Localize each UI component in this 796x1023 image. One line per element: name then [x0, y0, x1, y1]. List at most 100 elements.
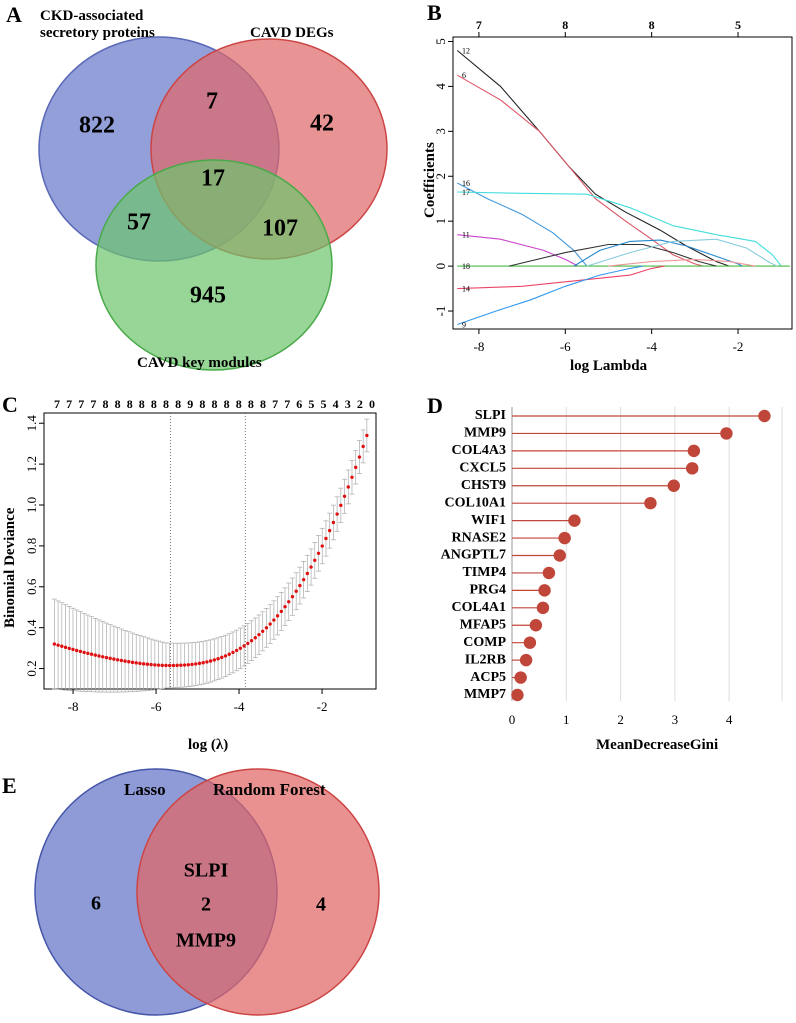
panel-a-label: A	[6, 2, 22, 27]
d-xtick-label: 4	[726, 712, 733, 727]
c-deviance-point	[361, 444, 365, 449]
c-top-label: 8	[163, 397, 169, 411]
panel-e-label: E	[2, 773, 17, 798]
d-gene-label-MMP7: MMP7	[464, 687, 506, 702]
c-top-label: 8	[102, 397, 108, 411]
c-deviance-point	[350, 475, 354, 479]
c-deviance-point	[112, 657, 116, 661]
c-deviance-point	[205, 660, 209, 664]
b-line-label-14: 14	[462, 285, 470, 294]
c-deviance-point	[104, 655, 109, 660]
panel-d-gene-labels: SLPI MMP9 COL4A3 CXCL5 CHST9 COL10A1 WIF1 RNASE…	[441, 408, 507, 702]
c-deviance-point	[268, 622, 272, 626]
venn-a-ckd-modules: 57	[127, 210, 151, 236]
c-deviance-point	[261, 629, 265, 634]
panel-c-vlines	[170, 413, 246, 689]
venn-a-only-ckd: 822	[79, 113, 115, 139]
b-ytick-label: 4	[433, 83, 448, 90]
c-deviance-point	[242, 644, 246, 648]
d-xtick-label: 1	[563, 712, 570, 727]
c-deviance-point	[108, 656, 112, 661]
panel-d-dots	[511, 409, 771, 702]
c-deviance-point	[327, 528, 332, 533]
b-xtick-label: -4	[646, 339, 657, 354]
d-dot-CHST9	[667, 479, 680, 492]
c-deviance-point	[138, 661, 142, 666]
c-deviance-point	[283, 605, 287, 609]
c-top-label: 5	[321, 397, 327, 411]
c-deviance-point	[301, 577, 306, 582]
d-gene-label-RNASE2: RNASE2	[452, 530, 506, 545]
venn-a-only-modules: 945	[190, 283, 226, 309]
panel-c-frame	[43, 412, 377, 690]
panel-d: D SLPI MMP9 COL4A3 CXCL5 CHST9 COL10A1 WIF1 RNA…	[427, 393, 783, 753]
c-deviance-point	[67, 646, 71, 651]
venn-e-only-lasso: 6	[91, 893, 101, 915]
coef-path-9	[457, 265, 644, 326]
c-deviance-point	[279, 609, 284, 614]
d-gene-label-TIMP4: TIMP4	[462, 565, 506, 580]
c-top-label: 8	[212, 397, 218, 411]
c-deviance-point	[56, 643, 60, 647]
d-dot-COMP	[523, 636, 537, 649]
c-deviance-point	[227, 652, 231, 656]
panel-c-errorbars	[51, 418, 370, 693]
b-line-label-9: 9	[462, 321, 466, 330]
d-gene-label-IL2RB: IL2RB	[465, 652, 506, 667]
c-top-label: 8	[224, 397, 230, 411]
d-dot-ACP5	[514, 671, 527, 684]
b-ytick-label: 3	[433, 128, 448, 135]
c-deviance-point	[145, 662, 150, 666]
c-deviance-point	[123, 659, 127, 663]
panel-b-xlabel: log Lambda	[570, 358, 648, 374]
d-gene-label-CXCL5: CXCL5	[459, 461, 506, 476]
d-dot-COL4A3	[687, 444, 701, 458]
c-deviance-point	[78, 649, 83, 654]
c-deviance-point	[246, 641, 250, 646]
panel-b-yticks: -1 0 1 2 3 4 5	[433, 38, 453, 316]
coef-path-s11	[586, 238, 778, 267]
c-deviance-point	[71, 647, 75, 652]
d-xtick-label: 2	[617, 712, 624, 727]
c-top-label: 7	[54, 397, 60, 411]
c-deviance-point	[86, 651, 90, 656]
c-top-label: 9	[187, 397, 193, 411]
c-deviance-point	[149, 662, 153, 667]
c-top-label: 8	[151, 397, 157, 411]
d-xtick-label: 0	[509, 712, 516, 727]
b-line-label-16: 16	[462, 179, 470, 188]
c-top-label: 6	[296, 397, 302, 411]
d-gene-label-WIF1: WIF1	[471, 513, 506, 528]
panel-d-stems	[512, 415, 765, 696]
c-deviance-point	[127, 660, 131, 664]
c-xtick-label: -2	[317, 699, 328, 714]
c-deviance-point	[164, 663, 168, 668]
panel-b-series-group	[456, 50, 790, 326]
d-dot-COL10A1	[644, 496, 657, 510]
d-dot-RNASE2	[558, 531, 571, 545]
coef-path-16	[457, 182, 588, 267]
d-gene-label-PRG4: PRG4	[469, 583, 506, 598]
c-deviance-point	[257, 632, 261, 637]
d-gene-label-CHST9: CHST9	[461, 478, 506, 493]
c-ytick-label: 1.2	[24, 456, 39, 472]
c-deviance-point	[160, 663, 164, 668]
d-dot-MFAP5	[529, 619, 543, 632]
panel-c-points	[52, 433, 369, 668]
d-dot-ANGPTL7	[553, 549, 566, 562]
panel-e: E Lasso Random Forest 6 SLPI 2 MMP9 4	[2, 768, 380, 1016]
c-deviance-point	[216, 657, 220, 661]
c-deviance-point	[294, 589, 298, 593]
panel-d-label: D	[427, 393, 443, 418]
c-deviance-point	[264, 626, 269, 630]
c-deviance-point	[82, 650, 86, 655]
c-deviance-point	[97, 654, 101, 658]
c-deviance-point	[119, 658, 124, 663]
c-deviance-point	[305, 571, 310, 576]
c-top-label: 8	[175, 397, 181, 411]
c-deviance-point	[298, 583, 302, 588]
venn-a-degs-modules: 107	[262, 216, 298, 242]
c-deviance-point	[197, 661, 202, 666]
c-deviance-point	[309, 565, 313, 569]
